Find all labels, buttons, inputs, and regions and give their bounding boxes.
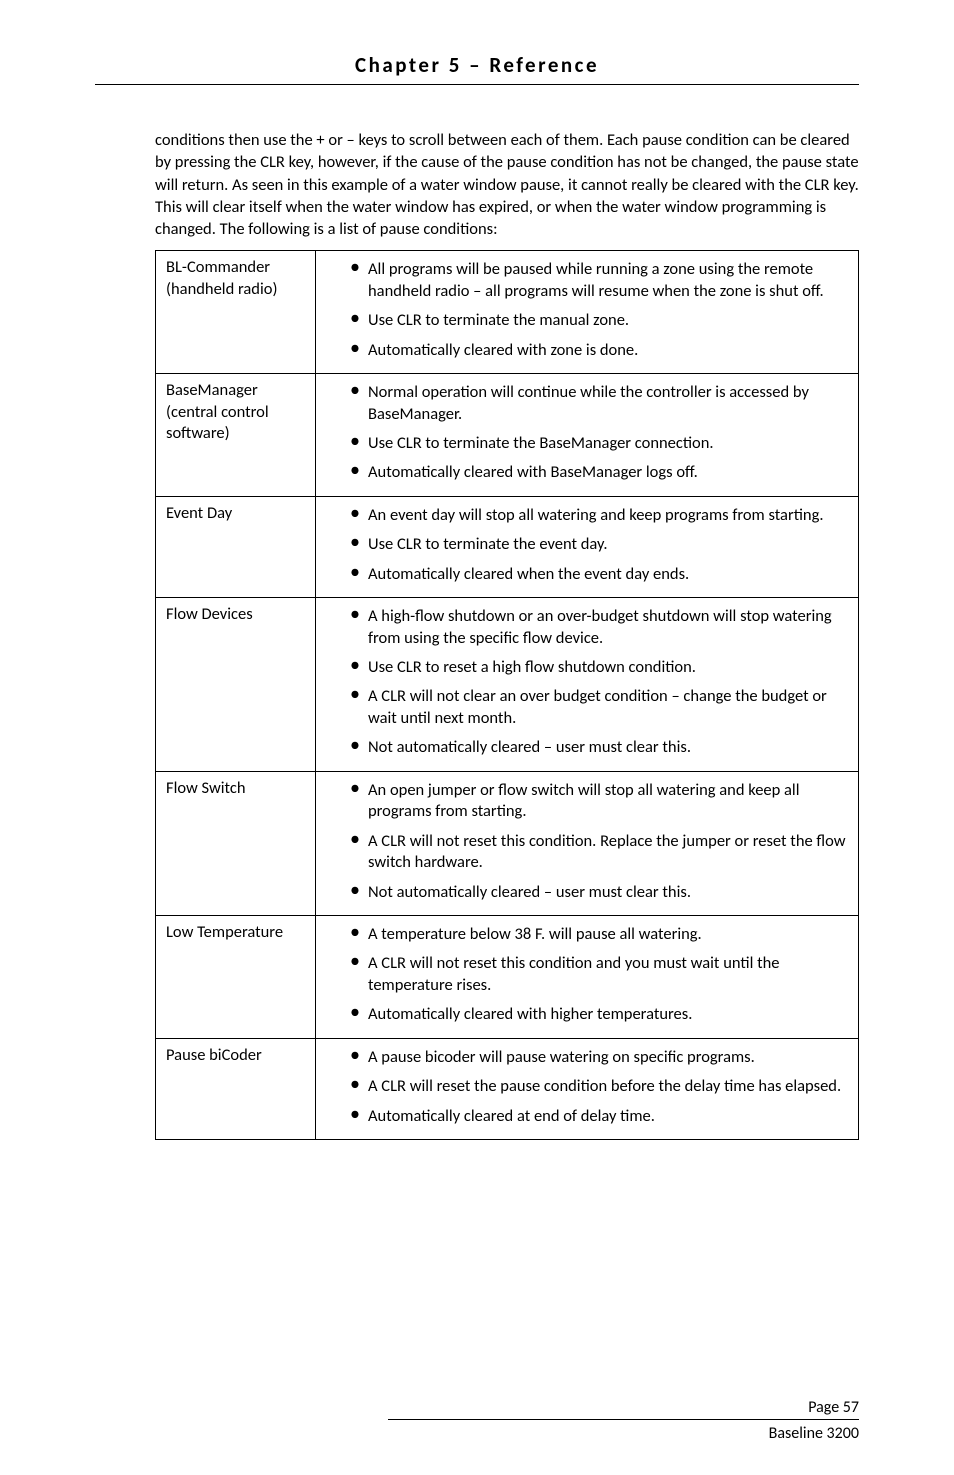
list-item: Use CLR to terminate the event day. (350, 532, 848, 561)
row-content: A temperature below 38 F. will pause all… (316, 915, 859, 1038)
row-label: Low Temperature (156, 915, 316, 1038)
row-label: Flow Devices (156, 598, 316, 772)
row-label: BL-Commander (handheld radio) (156, 251, 316, 374)
list-item: Automatically cleared with higher temper… (350, 1002, 848, 1031)
list-item: A CLR will not reset this condition and … (350, 951, 848, 1002)
pause-conditions-table: BL-Commander (handheld radio) All program… (155, 250, 859, 1140)
list-item: Automatically cleared with BaseManager l… (350, 460, 848, 489)
list-item: A temperature below 38 F. will pause all… (350, 922, 848, 951)
table-row: Flow Switch An open jumper or flow switch… (156, 771, 859, 915)
list-item: Not automatically cleared – user must cl… (350, 735, 848, 764)
bullet-list: An event day will stop all watering and … (326, 503, 848, 591)
list-item: Automatically cleared with zone is done. (350, 338, 848, 367)
bullet-list: A temperature below 38 F. will pause all… (326, 922, 848, 1032)
table-row: BaseManager (central control software) No… (156, 374, 859, 497)
bullet-list: All programs will be paused while runnin… (326, 257, 848, 367)
row-content: An open jumper or flow switch will stop … (316, 771, 859, 915)
pause-conditions-tbody: BL-Commander (handheld radio) All program… (156, 251, 859, 1140)
bullet-list: An open jumper or flow switch will stop … (326, 778, 848, 909)
list-item: A high-flow shutdown or an over-budget s… (350, 604, 848, 655)
table-row: BL-Commander (handheld radio) All program… (156, 251, 859, 374)
intro-paragraph: conditions then use the + or – keys to s… (155, 129, 859, 240)
bullet-list: A high-flow shutdown or an over-budget s… (326, 604, 848, 765)
list-item: Use CLR to terminate the manual zone. (350, 308, 848, 337)
table-row: Low Temperature A temperature below 38 F.… (156, 915, 859, 1038)
list-item: An open jumper or flow switch will stop … (350, 778, 848, 829)
table-row: Pause biCoder A pause bicoder will pause … (156, 1038, 859, 1139)
list-item: Automatically cleared when the event day… (350, 562, 848, 591)
page-number: Page 57 (388, 1398, 859, 1420)
table-row: Flow Devices A high-flow shutdown or an o… (156, 598, 859, 772)
row-content: An event day will stop all watering and … (316, 496, 859, 597)
list-item: A CLR will not reset this condition. Rep… (350, 829, 848, 880)
row-content: All programs will be paused while runnin… (316, 251, 859, 374)
table-row: Event Day An event day will stop all wate… (156, 496, 859, 597)
list-item: Automatically cleared at end of delay ti… (350, 1104, 848, 1133)
row-label: Flow Switch (156, 771, 316, 915)
page: Chapter 5 – Reference conditions then us… (0, 0, 954, 1475)
list-item: All programs will be paused while runnin… (350, 257, 848, 308)
page-footer: Page 57 Baseline 3200 (388, 1398, 859, 1443)
row-content: A high-flow shutdown or an over-budget s… (316, 598, 859, 772)
row-content: Normal operation will continue while the… (316, 374, 859, 497)
list-item: Use CLR to reset a high flow shutdown co… (350, 655, 848, 684)
list-item: A pause bicoder will pause watering on s… (350, 1045, 848, 1074)
list-item: Use CLR to terminate the BaseManager con… (350, 431, 848, 460)
list-item: Normal operation will continue while the… (350, 380, 848, 431)
row-label: Pause biCoder (156, 1038, 316, 1139)
bullet-list: Normal operation will continue while the… (326, 380, 848, 490)
list-item: A CLR will not clear an over budget cond… (350, 684, 848, 735)
list-item: An event day will stop all watering and … (350, 503, 848, 532)
doc-label: Baseline 3200 (388, 1424, 859, 1443)
list-item: A CLR will reset the pause condition bef… (350, 1074, 848, 1103)
list-item: Not automatically cleared – user must cl… (350, 880, 848, 909)
row-content: A pause bicoder will pause watering on s… (316, 1038, 859, 1139)
row-label: BaseManager (central control software) (156, 374, 316, 497)
row-label: Event Day (156, 496, 316, 597)
bullet-list: A pause bicoder will pause watering on s… (326, 1045, 848, 1133)
page-header: Chapter 5 – Reference (95, 52, 859, 85)
